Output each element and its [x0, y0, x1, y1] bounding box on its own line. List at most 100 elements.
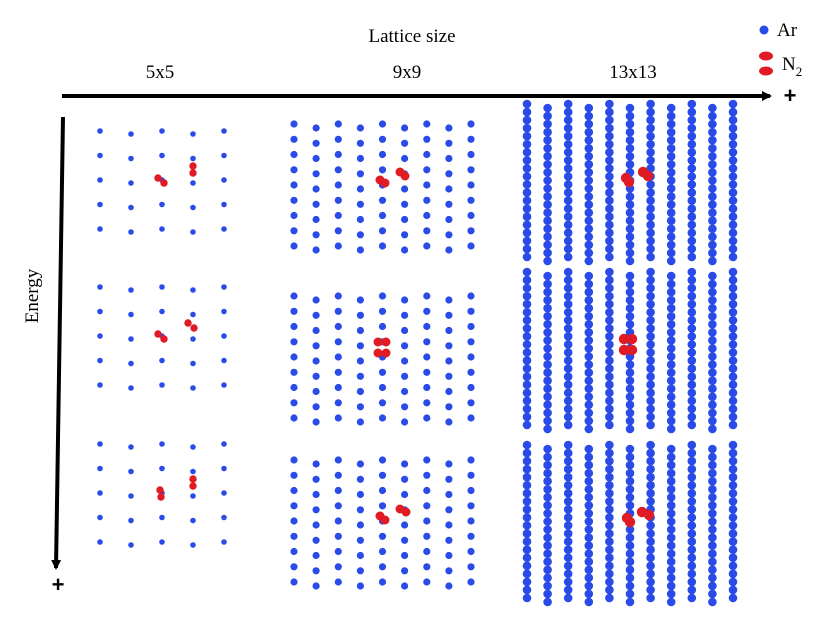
ar-atom-13x13-e3 [625, 452, 635, 462]
ar-atom-13x13-e1 [522, 156, 532, 165]
ar-atom-13x13-e3 [728, 448, 738, 458]
ar-atom-9x9-e1 [401, 124, 409, 132]
ar-atom-13x13-e3 [646, 481, 655, 490]
ar-atom-13x13-e2 [522, 299, 532, 309]
ar-atom-9x9-e1 [445, 185, 453, 193]
ar-atom-5x5-e1 [190, 155, 196, 162]
ar-atom-13x13-e3 [687, 497, 697, 506]
ar-atom-13x13-e3 [666, 476, 676, 486]
ar-atom-9x9-e1 [467, 211, 475, 220]
ar-atom-13x13-e1 [543, 111, 552, 121]
ar-atom-9x9-e2 [356, 387, 364, 396]
ar-atom-13x13-e1 [605, 148, 614, 157]
ar-atom-13x13-e2 [584, 344, 594, 353]
ar-atom-13x13-e1 [646, 107, 655, 117]
ar-atom-13x13-e1 [563, 188, 573, 197]
ar-atom-13x13-e3 [625, 565, 635, 575]
ar-atom-13x13-e2 [708, 287, 717, 297]
ar-atom-13x13-e3 [605, 545, 614, 554]
ar-atom-13x13-e3 [625, 557, 635, 566]
ar-atom-13x13-e1 [646, 99, 655, 109]
ar-atom-5x5-e2 [97, 357, 103, 364]
ar-atom-13x13-e1 [625, 135, 635, 145]
ar-atom-13x13-e3 [728, 585, 738, 595]
ar-atom-9x9-e3 [467, 517, 475, 525]
ar-atom-9x9-e3 [334, 547, 342, 556]
ar-atom-13x13-e3 [522, 545, 532, 554]
ar-atom-13x13-e3 [708, 444, 717, 454]
ar-atom-9x9-e3 [445, 490, 453, 499]
ar-atom-13x13-e3 [666, 517, 676, 526]
ar-atom-13x13-e3 [666, 589, 676, 599]
ar-atom-13x13-e1 [708, 248, 717, 258]
n2-atom-5x5-e2 [184, 319, 192, 327]
ar-atom-9x9-e1 [312, 124, 320, 132]
ar-atom-13x13-e3 [728, 593, 738, 603]
ar-atom-13x13-e1 [584, 119, 594, 129]
ar-atom-9x9-e1 [378, 150, 387, 159]
ar-atom-5x5-e1 [221, 201, 227, 208]
ar-atom-13x13-e3 [666, 460, 676, 470]
ar-atom-13x13-e2 [708, 368, 717, 377]
ar-atom-5x5-e1 [128, 204, 134, 211]
ar-atom-13x13-e3 [625, 597, 635, 607]
ar-atom-13x13-e1 [708, 127, 717, 137]
ar-atom-5x5-e2 [128, 311, 134, 318]
ar-atom-13x13-e1 [687, 236, 697, 246]
ar-atom-9x9-e3 [290, 547, 298, 556]
ar-atom-9x9-e1 [334, 181, 342, 189]
ar-atom-13x13-e2 [646, 420, 655, 430]
ar-atom-9x9-e1 [356, 124, 364, 132]
ar-atom-13x13-e3 [522, 561, 532, 571]
ar-atom-9x9-e3 [334, 578, 342, 586]
ar-atom-13x13-e1 [625, 256, 635, 266]
ar-atom-13x13-e3 [708, 501, 717, 510]
ar-atom-13x13-e3 [522, 577, 532, 587]
ar-atom-9x9-e2 [423, 307, 431, 315]
ar-atom-13x13-e3 [605, 593, 614, 603]
ar-atom-13x13-e1 [728, 188, 738, 197]
ar-atom-13x13-e2 [605, 356, 614, 365]
ar-atom-13x13-e1 [522, 131, 532, 141]
ar-atom-9x9-e3 [312, 475, 320, 483]
ar-atom-5x5-e2 [159, 308, 165, 315]
ar-atom-13x13-e3 [584, 452, 594, 462]
ar-atom-13x13-e3 [708, 460, 717, 470]
ar-atom-13x13-e2 [522, 291, 532, 301]
ar-atom-9x9-e3 [356, 475, 364, 483]
ar-atom-13x13-e1 [563, 172, 573, 181]
ar-atom-13x13-e3 [584, 541, 594, 550]
ar-atom-13x13-e1 [687, 115, 697, 125]
ar-atom-13x13-e1 [687, 148, 697, 157]
ar-atom-13x13-e1 [605, 107, 614, 117]
ar-atom-9x9-e1 [378, 135, 387, 143]
ar-atom-13x13-e1 [605, 228, 614, 238]
ar-atom-13x13-e3 [522, 464, 532, 474]
ar-atom-9x9-e3 [445, 551, 453, 560]
ar-atom-13x13-e3 [708, 509, 717, 518]
ar-atom-13x13-e1 [522, 107, 532, 117]
ar-atom-13x13-e1 [605, 212, 614, 221]
ar-atom-13x13-e1 [666, 111, 676, 121]
ar-atom-13x13-e2 [543, 328, 552, 337]
ar-atom-13x13-e1 [563, 196, 573, 205]
ar-atom-9x9-e2 [467, 414, 475, 422]
ar-atom-13x13-e1 [646, 212, 655, 221]
ar-atom-13x13-e2 [605, 420, 614, 430]
ar-atom-13x13-e1 [728, 164, 738, 173]
ar-atom-13x13-e2 [625, 271, 635, 281]
ar-atom-13x13-e3 [666, 444, 676, 454]
ar-atom-13x13-e3 [563, 553, 573, 562]
ar-atom-13x13-e1 [687, 180, 697, 189]
ar-atom-13x13-e1 [687, 212, 697, 221]
ar-atom-13x13-e2 [646, 324, 655, 333]
legend-n2-icon-top [759, 51, 773, 61]
ar-atom-13x13-e1 [605, 172, 614, 181]
ar-atom-9x9-e2 [445, 387, 453, 396]
ar-atom-13x13-e2 [605, 267, 614, 277]
ar-atom-13x13-e3 [708, 549, 717, 558]
ar-atom-13x13-e1 [584, 256, 594, 266]
ar-atom-13x13-e3 [646, 521, 655, 530]
ar-atom-13x13-e2 [708, 312, 717, 321]
